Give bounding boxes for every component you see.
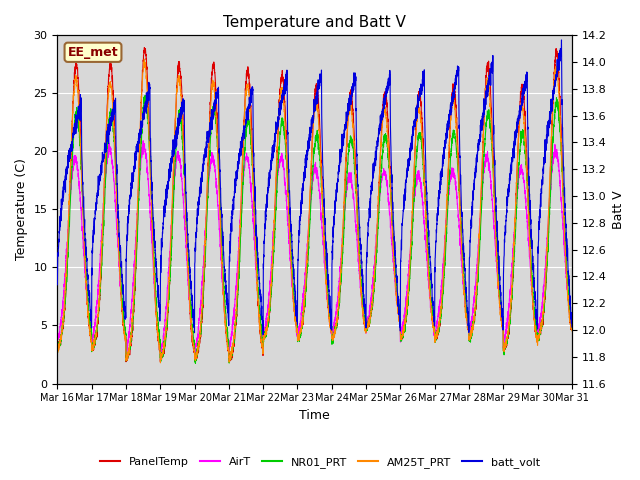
Text: EE_met: EE_met [68, 46, 118, 59]
Legend: PanelTemp, AirT, NR01_PRT, AM25T_PRT, batt_volt: PanelTemp, AirT, NR01_PRT, AM25T_PRT, ba… [95, 452, 545, 472]
Y-axis label: Temperature (C): Temperature (C) [15, 158, 28, 260]
Y-axis label: Batt V: Batt V [612, 190, 625, 229]
Title: Temperature and Batt V: Temperature and Batt V [223, 15, 406, 30]
X-axis label: Time: Time [300, 409, 330, 422]
